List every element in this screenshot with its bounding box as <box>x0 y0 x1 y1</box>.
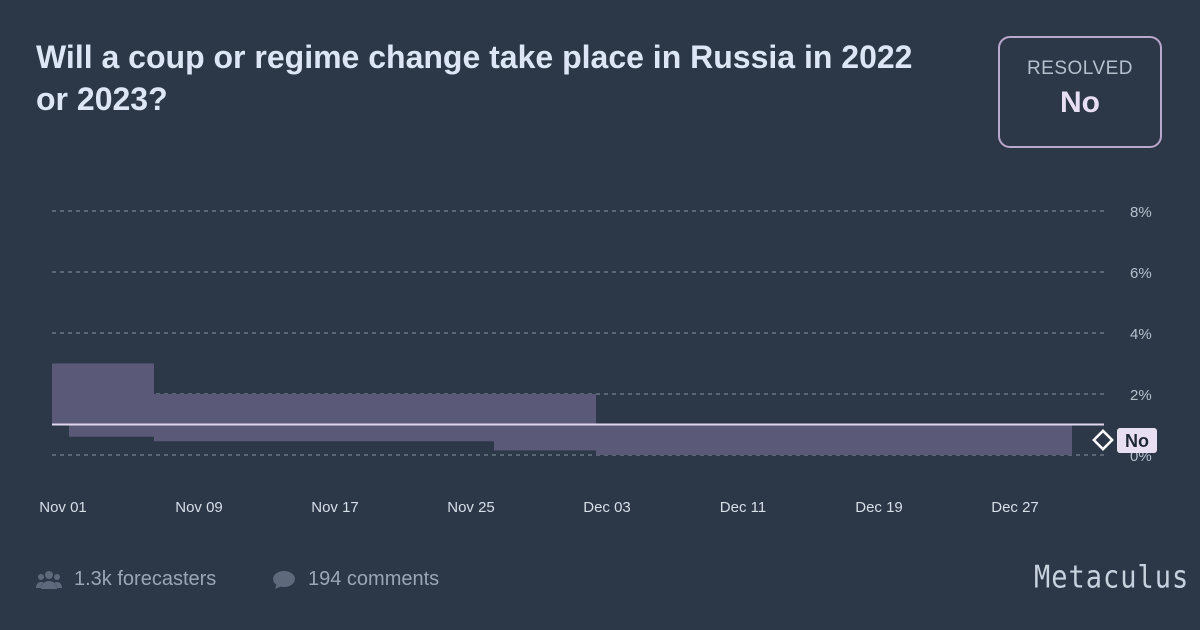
resolution-label: RESOLVED <box>1026 58 1134 79</box>
resolution-badge: RESOLVED No <box>998 36 1162 148</box>
forecast-band-segment <box>52 363 69 425</box>
forecasters-text: 1.3k forecasters <box>74 568 217 590</box>
comment-icon <box>273 570 295 589</box>
resolution-marker-label: No <box>1125 431 1149 451</box>
x-tick-label: Dec 11 <box>720 499 766 516</box>
metaculus-logo[interactable]: Metaculus <box>1034 559 1190 596</box>
forecast-band-segment <box>154 394 494 442</box>
question-title: Will a coup or regime change take place … <box>36 39 913 117</box>
forecast-band-segment <box>69 363 154 437</box>
users-icon <box>36 570 62 589</box>
x-tick-label: Nov 09 <box>175 499 223 516</box>
resolution-marker-icon <box>1092 429 1114 451</box>
x-tick-label: Nov 17 <box>311 499 359 516</box>
x-tick-label: Nov 25 <box>447 499 495 516</box>
comments-count[interactable]: 194 comments <box>272 568 439 591</box>
forecast-chart: 0%2%4%6%8%Nov 01 Nov 09 Nov 17 Nov 25 Dec 03… <box>39 204 1157 516</box>
x-tick-label: Nov 01 <box>39 499 87 516</box>
comments-text: 194 comments <box>308 568 440 590</box>
y-tick-label: 4% <box>1130 326 1152 343</box>
forecasters-count: 1.3k forecasters <box>36 568 216 591</box>
x-tick-label: Dec 27 <box>991 499 1039 516</box>
y-tick-label: 6% <box>1130 265 1152 282</box>
forecast-band-segment <box>494 394 596 451</box>
x-tick-label: Dec 19 <box>855 499 903 516</box>
forecast-band-segment <box>596 424 1072 455</box>
y-tick-label: 8% <box>1130 204 1152 221</box>
resolution-marker-badge <box>1117 428 1157 453</box>
y-tick-label: 2% <box>1130 387 1152 404</box>
x-tick-label: Dec 03 <box>583 499 631 516</box>
resolution-value: No <box>1060 86 1100 119</box>
